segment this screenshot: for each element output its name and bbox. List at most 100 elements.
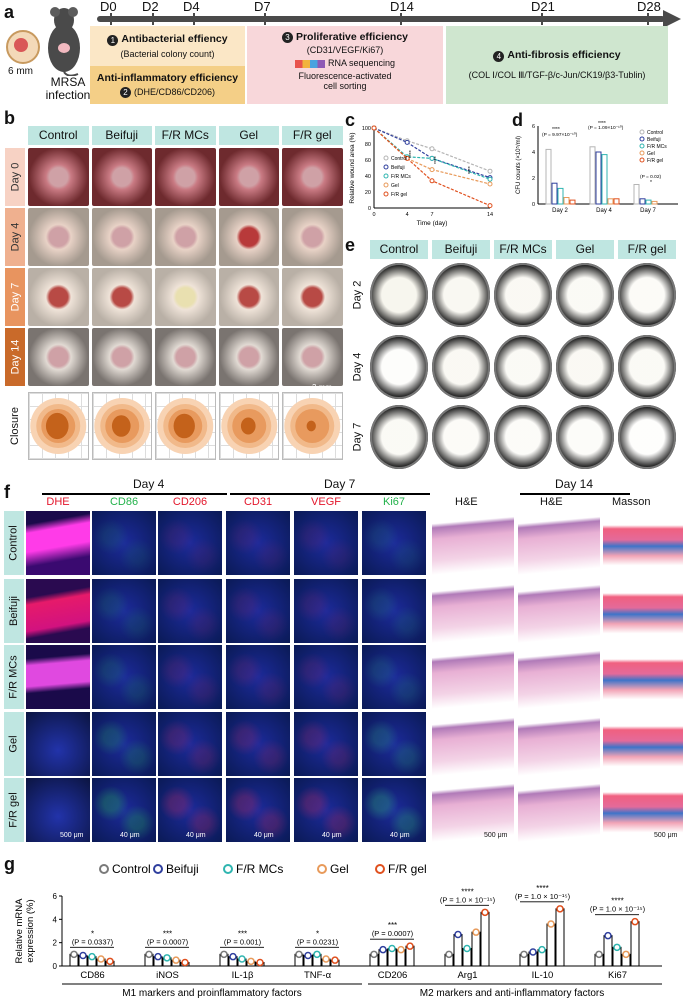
petri-dish	[370, 405, 428, 469]
g-bar	[603, 935, 613, 967]
g-pval: (P = 0.0007)	[147, 937, 189, 946]
timeline-tick	[193, 13, 195, 25]
masson-image	[603, 579, 683, 643]
g-stars: ***	[388, 921, 397, 930]
he-image	[432, 579, 514, 643]
closure-shapes	[157, 398, 214, 454]
c-legend-marker	[383, 182, 389, 188]
panel-b-group-header: F/R gel	[282, 126, 343, 145]
c-legend-marker	[383, 173, 389, 179]
stain-label: VEGF	[311, 496, 341, 508]
panel-f-day14-line	[520, 493, 630, 495]
fluorescence-image	[158, 712, 222, 776]
timeline-tick	[152, 13, 154, 25]
fluorescence-image	[362, 511, 426, 575]
g-point	[88, 952, 96, 961]
masson-image	[603, 511, 683, 575]
c-xlabel: Time (day)	[417, 220, 448, 227]
g-point	[556, 905, 564, 913]
g-stars: *	[91, 929, 94, 938]
g-point	[256, 958, 264, 967]
d-star-3: *	[650, 180, 652, 186]
wound-photo	[218, 148, 279, 206]
closure-day14	[306, 420, 316, 432]
g-point	[313, 950, 321, 959]
c-ytick: 80	[365, 142, 371, 148]
panel-c-chart: 0 20 40 60 80 100 0 4 7 14 Relative wound area (%)…	[349, 125, 493, 227]
fluorescence-image	[226, 645, 290, 709]
g-m1-label: M1 markers and proinflammatory factors	[122, 988, 302, 999]
c-ylabel: Relative wound area (%)	[349, 132, 356, 203]
scalebar-40: 40 μm	[120, 832, 140, 839]
he-image	[518, 645, 600, 709]
box-anti-inflammatory: Anti-inflammatory efficiency 2 (DHE/CD86/…	[90, 66, 245, 104]
closure-shapes	[93, 398, 150, 454]
fluorescence-image	[92, 579, 156, 643]
petri-dish	[556, 263, 614, 327]
d-bar	[633, 184, 640, 205]
g-point	[220, 950, 228, 959]
scalebar-500-3: 500 μm	[654, 832, 678, 839]
c-series-line	[373, 127, 491, 179]
panel-b-group-header: Control	[28, 126, 89, 145]
scalebar-40: 40 μm	[254, 832, 274, 839]
he-label-1: H&E	[455, 496, 478, 508]
c-point	[429, 146, 435, 152]
c-ytick: 40	[365, 174, 371, 180]
g-ytick: 2	[53, 939, 58, 948]
g-point	[472, 928, 480, 936]
d-pval-3: (P = 0.02)	[640, 174, 662, 180]
masson-image	[603, 712, 683, 776]
d-bar	[569, 199, 576, 205]
petri-dish	[618, 263, 676, 327]
c-significance: ****	[409, 150, 415, 158]
panel-e-group-header: Beifuji	[432, 240, 490, 259]
he-image	[432, 511, 514, 575]
g-stars: ***	[238, 929, 247, 938]
g-stars: ****	[536, 884, 548, 893]
fluorescence-image	[92, 778, 156, 842]
d-xtick: Day 2	[552, 208, 568, 214]
panel-a-letter: a	[4, 2, 15, 22]
closure-shapes	[30, 398, 87, 454]
g-point	[97, 955, 105, 963]
g-stars: ***	[163, 929, 172, 938]
g-legend-marker	[223, 864, 233, 874]
g-pval: (P = 0.0231)	[297, 937, 339, 946]
g-bar	[546, 923, 556, 967]
g-ytick: 6	[53, 892, 58, 901]
d-ytick: 4	[532, 150, 535, 156]
d-legend-marker	[639, 129, 645, 135]
c-point	[487, 203, 493, 209]
c-significance: ****	[468, 166, 474, 174]
g-bar	[555, 908, 565, 967]
scalebar-500-1: 500 μm	[60, 832, 84, 839]
wound-photo	[282, 328, 343, 386]
closure-trace	[28, 392, 89, 460]
panel-b-group-header: Beifuji	[91, 126, 152, 145]
d-legend-label: Beifuji	[647, 137, 661, 143]
c-xtick: 0	[372, 212, 375, 218]
stain-label: CD31	[243, 496, 273, 508]
c-point	[429, 178, 435, 184]
closure-day14	[45, 412, 69, 440]
d-stars-2: ****	[598, 121, 606, 127]
g-bar	[471, 931, 481, 967]
wound-photo	[28, 148, 89, 206]
fluorescence-image	[226, 579, 290, 643]
wound-sample-icon	[6, 30, 40, 64]
g-point	[613, 943, 621, 952]
panel-b-row-header: Day 7	[5, 268, 25, 326]
c-series-line	[373, 127, 491, 172]
panel-e-group-header: F/R MCs	[494, 240, 552, 259]
box-anti-fibrosis: 4 Anti-fibrosis efficiency (COL Ⅰ/COL Ⅲ/T…	[446, 26, 668, 104]
panel-b-group-header: Gel	[218, 126, 279, 145]
closure-trace	[91, 392, 152, 460]
g-bar	[480, 911, 490, 967]
he-image	[432, 712, 514, 776]
g-legend-marker	[153, 864, 163, 874]
d-ytick: 0	[532, 202, 535, 208]
c-legend-marker	[383, 191, 389, 197]
g-point	[520, 950, 528, 959]
d-bar	[563, 197, 570, 205]
